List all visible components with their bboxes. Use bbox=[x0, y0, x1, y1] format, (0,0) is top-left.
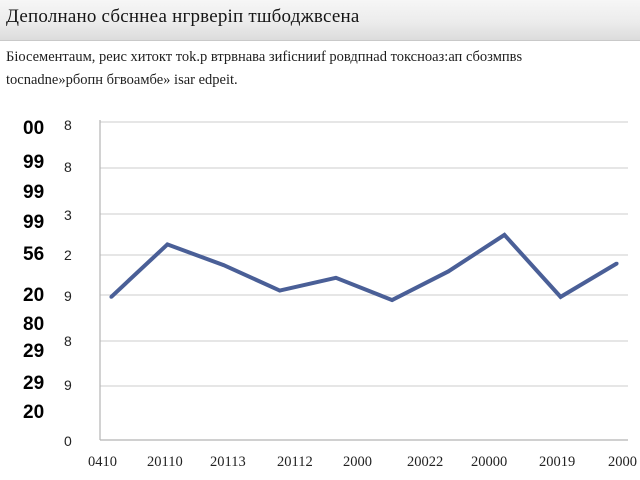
x-tick-label: 0410 bbox=[88, 454, 117, 470]
outer-y-tick-label: 00 bbox=[23, 118, 44, 139]
x-tick-label: 20022 bbox=[407, 454, 443, 470]
outer-y-tick-label: 20 bbox=[23, 285, 44, 306]
outer-y-tick-label: 29 bbox=[23, 373, 44, 394]
data-point bbox=[334, 276, 338, 280]
inner-y-tick-label: 0 bbox=[64, 433, 72, 449]
inner-y-tick-label: 8 bbox=[64, 333, 72, 349]
inner-y-tick-label: 9 bbox=[64, 377, 72, 393]
inner-y-tick-label: 2 bbox=[64, 247, 72, 263]
series-line bbox=[109, 232, 618, 303]
series-layer bbox=[109, 232, 619, 303]
data-point bbox=[614, 261, 619, 266]
x-tick-label: 20113 bbox=[210, 454, 246, 470]
outer-y-tick-label: 99 bbox=[23, 182, 44, 203]
data-point bbox=[502, 233, 507, 237]
x-tick-label: 2000 bbox=[608, 454, 637, 470]
x-tick-label: 20000 bbox=[471, 454, 507, 470]
outer-y-tick-label: 99 bbox=[23, 212, 44, 233]
x-tick-label: 20110 bbox=[147, 454, 183, 470]
data-point bbox=[558, 295, 563, 299]
x-tick-labels: 0410 20110 20113 20112 2000 20022 20000 20019 20… bbox=[88, 454, 637, 470]
data-point bbox=[277, 288, 282, 293]
data-point bbox=[446, 269, 451, 274]
axes bbox=[99, 120, 628, 441]
x-tick-label: 2000 bbox=[343, 454, 372, 470]
subtitle-line-2: tocnadne»pбопн бгвоамбе» isаr edpeit. bbox=[6, 72, 238, 88]
inner-y-tick-label: 8 bbox=[64, 117, 72, 133]
outer-y-tick-label: 29 bbox=[23, 341, 44, 362]
inner-y-tick-label: 3 bbox=[64, 207, 72, 223]
data-point bbox=[390, 298, 394, 302]
x-tick-label: 20019 bbox=[539, 454, 575, 470]
x-tick-label: 20112 bbox=[277, 454, 313, 470]
chart-title: Деполнано сбсннеа нгрверіп тшбоджвсена bbox=[6, 6, 360, 27]
inner-y-tick-label: 8 bbox=[64, 159, 72, 175]
inner-y-tick-label: 9 bbox=[64, 288, 72, 304]
outer-y-tick-label: 80 bbox=[23, 314, 44, 335]
outer-y-tick-labels: 00 99 99 99 56 20 80 29 29 20 bbox=[23, 118, 44, 423]
outer-y-tick-label: 99 bbox=[23, 152, 44, 173]
inner-y-tick-labels: 8 8 3 2 9 8 9 0 bbox=[64, 117, 72, 449]
subtitle-line-1: Біосементаuм, реис хитокт тоk.р втрвнава… bbox=[6, 49, 523, 65]
data-point bbox=[109, 295, 114, 299]
gridlines bbox=[100, 121, 628, 387]
outer-y-tick-label: 56 bbox=[23, 244, 44, 265]
chart-subtitle: Біосементаuм, реис хитокт тоk.р втрвнава… bbox=[6, 46, 631, 92]
data-point bbox=[221, 263, 226, 267]
outer-y-tick-label: 20 bbox=[23, 402, 44, 423]
title-band: Деполнано сбсннеа нгрверіп тшбоджвсена bbox=[0, 0, 640, 41]
data-point bbox=[165, 242, 170, 247]
